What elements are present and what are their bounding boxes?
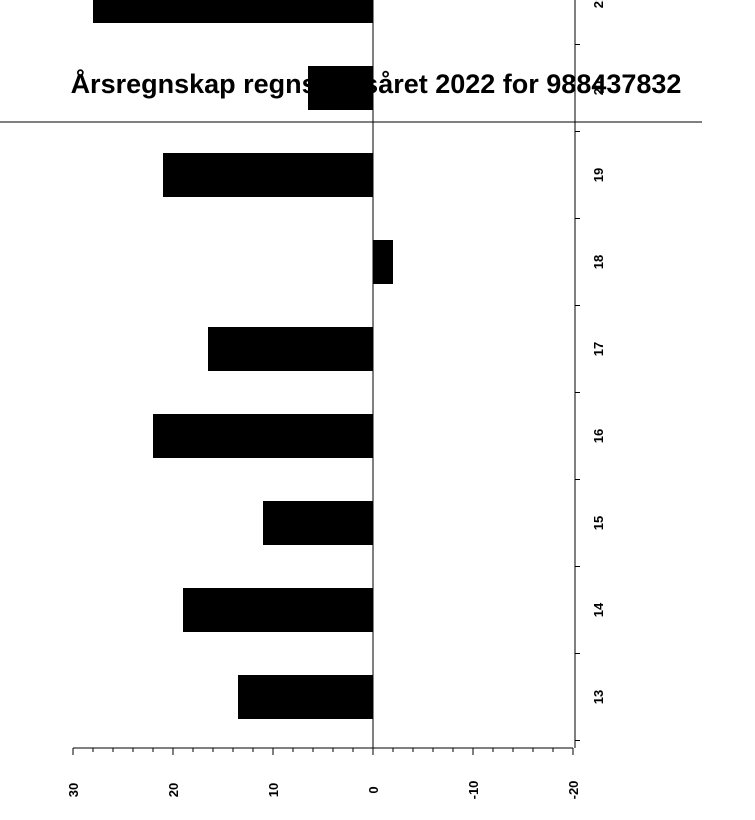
category-label-17: 17 <box>591 342 606 356</box>
category-label-14: 14 <box>591 602 606 617</box>
value-axis: 30 20 10 0 -10 -20 <box>66 747 581 800</box>
category-label-19: 19 <box>591 168 606 182</box>
value-tick-label: 10 <box>266 783 281 797</box>
category-axis: 13 14 15 16 17 18 19 20 21 <box>574 0 606 748</box>
category-label-21: 21 <box>591 0 606 8</box>
value-tick-label: 0 <box>366 786 381 793</box>
value-tick-label: -10 <box>466 781 481 800</box>
bars-group <box>93 0 393 748</box>
bar-16 <box>153 414 373 458</box>
bar-14 <box>183 588 373 632</box>
bar-21 <box>93 0 373 23</box>
chart-title: Årsregnskap regnskapsåret 2022 for 98843… <box>71 68 682 99</box>
bar-17 <box>208 327 373 371</box>
category-label-15: 15 <box>591 516 606 530</box>
category-label-16: 16 <box>591 429 606 443</box>
category-label-20: 20 <box>591 81 606 95</box>
bar-19 <box>163 153 373 197</box>
bar-18 <box>373 240 393 284</box>
bar-15 <box>263 501 373 545</box>
bar-13 <box>238 675 373 719</box>
value-tick-label: 20 <box>166 783 181 797</box>
category-label-18: 18 <box>591 255 606 269</box>
bar-20 <box>308 66 373 110</box>
value-tick-label: 30 <box>66 783 81 797</box>
category-label-13: 13 <box>591 690 606 704</box>
value-tick-label: -20 <box>566 781 581 800</box>
